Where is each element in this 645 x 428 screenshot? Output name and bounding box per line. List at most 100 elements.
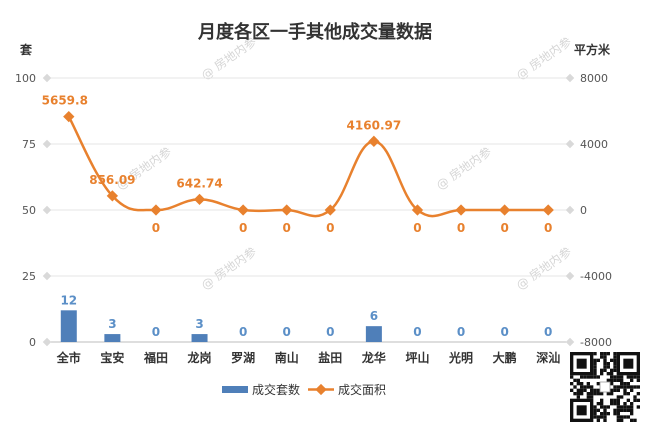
- qr-module: [586, 392, 590, 396]
- qr-module: [623, 405, 627, 409]
- qr-module: [626, 385, 630, 389]
- watermark-text-3: @ 房地内参: [433, 144, 494, 193]
- qr-module: [590, 388, 594, 392]
- qr-module: [613, 375, 617, 379]
- qr-module: [636, 385, 640, 389]
- qr-module: [586, 385, 590, 389]
- qr-code: [570, 352, 640, 422]
- category-label-8: 坪山: [405, 350, 429, 365]
- qr-module: [593, 415, 597, 419]
- qr-module: [593, 362, 597, 366]
- line-point-3: [193, 193, 206, 206]
- bar-series: [60, 310, 382, 342]
- qr-module: [613, 352, 617, 356]
- qr-module: [613, 365, 617, 369]
- qr-module: [593, 365, 597, 369]
- qr-module: [596, 402, 600, 406]
- qr-module: [600, 372, 604, 376]
- qr-module: [620, 395, 624, 399]
- qr-module: [620, 415, 624, 419]
- legend-bar-swatch: [222, 386, 248, 393]
- qr-module: [616, 418, 620, 422]
- line-data-labels: 5659.8 856.09 0 642.74 0 0 0 4160.97 0 0 0 0: [42, 94, 553, 235]
- qr-module: [616, 408, 620, 412]
- bar-data-label-7: 6: [370, 309, 378, 323]
- qr-module: [600, 415, 604, 419]
- qr-module: [610, 382, 614, 386]
- right-axis-ticks: 8000 4000 0 -4000 -8000: [565, 72, 612, 349]
- left-tick-label-3: 25: [22, 270, 36, 283]
- category-label-9: 光明: [448, 350, 473, 365]
- qr-module: [603, 362, 607, 366]
- line-data-label-0: 5659.8: [42, 94, 88, 108]
- left-tick-label-2: 50: [22, 204, 36, 217]
- qr-module: [616, 412, 620, 416]
- line-data-label-9: 0: [457, 221, 465, 235]
- qr-module: [593, 358, 597, 362]
- line-data-label-8: 0: [413, 221, 421, 235]
- left-tick-marker-1: [42, 139, 52, 149]
- right-tick-label-4: -8000: [580, 336, 612, 349]
- qr-module: [613, 385, 617, 389]
- left-axis-unit: 套: [19, 42, 33, 57]
- right-tick-label-3: -4000: [580, 270, 612, 283]
- qr-module: [626, 382, 630, 386]
- line-data-label-2: 0: [152, 221, 160, 235]
- qr-module: [580, 388, 584, 392]
- qr-module: [606, 372, 610, 376]
- line-point-0: [63, 110, 75, 123]
- qr-module: [616, 415, 620, 419]
- qr-module: [596, 375, 600, 379]
- bar-data-labels: 12 3 0 3 0 0 0 6 0 0 0 0: [60, 293, 552, 339]
- qr-module: [626, 405, 630, 409]
- qr-module: [603, 405, 607, 409]
- legend-line-marker: [315, 383, 327, 396]
- qr-module: [586, 382, 590, 386]
- line-data-label-10: 0: [500, 221, 508, 235]
- qr-module: [583, 375, 587, 379]
- qr-module: [626, 408, 630, 412]
- right-tick-marker-0: [565, 73, 575, 83]
- line-data-label-4: 0: [239, 221, 247, 235]
- watermark-text-4: @ 房地内参: [513, 244, 574, 293]
- line-point-10: [498, 204, 511, 216]
- bar-data-label-1: 3: [108, 317, 116, 331]
- right-tick-label-2: 0: [580, 204, 587, 217]
- qr-module: [616, 402, 620, 406]
- qr-module: [616, 375, 620, 379]
- qr-module: [573, 392, 577, 396]
- qr-module: [613, 412, 617, 416]
- qr-module: [573, 378, 577, 382]
- qr-module: [630, 405, 634, 409]
- qr-module: [603, 412, 607, 416]
- qr-module: [606, 362, 610, 366]
- qr-module: [626, 398, 630, 402]
- line-series: [63, 110, 554, 218]
- qr-module: [590, 395, 594, 399]
- qr-module: [576, 378, 580, 382]
- qr-module: [596, 418, 600, 422]
- qr-module: [593, 392, 597, 396]
- qr-module: [620, 405, 624, 409]
- qr-module: [636, 375, 640, 379]
- qr-module: [626, 375, 630, 379]
- qr-module: [603, 365, 607, 369]
- qr-module: [606, 412, 610, 416]
- qr-module: [603, 368, 607, 372]
- qr-module: [576, 382, 580, 386]
- line-point-4: [237, 204, 249, 216]
- qr-module: [603, 358, 607, 362]
- qr-module: [590, 385, 594, 389]
- category-label-2: 福田: [143, 350, 168, 365]
- qr-module: [620, 408, 624, 412]
- qr-module: [603, 418, 607, 422]
- qr-module: [600, 398, 604, 402]
- legend-line-label: 成交面积: [338, 382, 386, 397]
- qr-module: [630, 408, 634, 412]
- qr-module: [613, 398, 617, 402]
- qr-module: [596, 415, 600, 419]
- qr-module: [616, 385, 620, 389]
- qr-module: [573, 385, 577, 389]
- qr-module: [590, 375, 594, 379]
- right-tick-marker-4: [565, 337, 575, 347]
